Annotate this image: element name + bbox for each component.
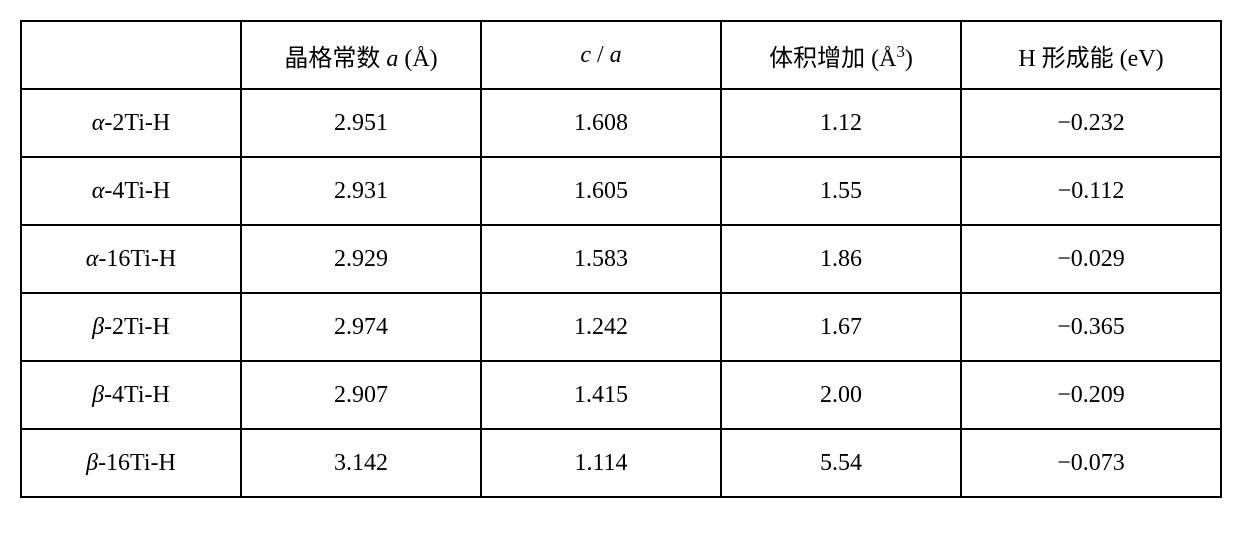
cell-dv: 5.54 xyxy=(721,429,961,497)
cell-dv: 2.00 xyxy=(721,361,961,429)
row-label-rest: -16Ti-H xyxy=(98,246,176,272)
header-empty xyxy=(21,21,241,89)
phase-symbol: β xyxy=(86,450,98,476)
cell-dv: 1.12 xyxy=(721,89,961,157)
table-row: β-4Ti-H 2.907 1.415 2.00 −0.209 xyxy=(21,361,1221,429)
cell-dv: 1.67 xyxy=(721,293,961,361)
cell-a: 2.974 xyxy=(241,293,481,361)
header-c-over-a: c / a xyxy=(481,21,721,89)
cell-dv: 1.86 xyxy=(721,225,961,293)
phase-symbol: α xyxy=(92,178,105,204)
row-label: β-2Ti-H xyxy=(21,293,241,361)
header-formation-energy: H 形成能 (eV) xyxy=(961,21,1221,89)
row-label: α-4Ti-H xyxy=(21,157,241,225)
lattice-table: 晶格常数 a (Å) c / a 体积增加 (Å3) H 形成能 (eV) α-… xyxy=(20,20,1222,498)
header-var-c: c xyxy=(580,42,591,68)
header-var-a: a xyxy=(386,46,398,72)
cell-ca: 1.114 xyxy=(481,429,721,497)
phase-symbol: β xyxy=(92,314,104,340)
cell-ef: −0.209 xyxy=(961,361,1221,429)
table-row: α-4Ti-H 2.931 1.605 1.55 −0.112 xyxy=(21,157,1221,225)
row-label-rest: -4Ti-H xyxy=(104,382,170,408)
header-var-a2: a xyxy=(610,42,622,68)
cell-dv: 1.55 xyxy=(721,157,961,225)
header-lattice-constant: 晶格常数 a (Å) xyxy=(241,21,481,89)
phase-symbol: α xyxy=(92,110,105,136)
table-row: β-2Ti-H 2.974 1.242 1.67 −0.365 xyxy=(21,293,1221,361)
header-sup: 3 xyxy=(896,42,904,61)
header-text: 晶格常数 xyxy=(284,46,386,72)
header-suffix: ) xyxy=(905,46,913,72)
row-label-rest: -16Ti-H xyxy=(98,450,176,476)
table-row: α-16Ti-H 2.929 1.583 1.86 −0.029 xyxy=(21,225,1221,293)
row-label: β-4Ti-H xyxy=(21,361,241,429)
cell-ca: 1.583 xyxy=(481,225,721,293)
table-row: α-2Ti-H 2.951 1.608 1.12 −0.232 xyxy=(21,89,1221,157)
phase-symbol: α xyxy=(86,246,99,272)
cell-ca: 1.605 xyxy=(481,157,721,225)
cell-ef: −0.365 xyxy=(961,293,1221,361)
cell-ca: 1.608 xyxy=(481,89,721,157)
table-body: α-2Ti-H 2.951 1.608 1.12 −0.232 α-4Ti-H … xyxy=(21,89,1221,497)
table-header-row: 晶格常数 a (Å) c / a 体积增加 (Å3) H 形成能 (eV) xyxy=(21,21,1221,89)
cell-ef: −0.029 xyxy=(961,225,1221,293)
row-label: α-16Ti-H xyxy=(21,225,241,293)
cell-ca: 1.242 xyxy=(481,293,721,361)
cell-a: 2.951 xyxy=(241,89,481,157)
cell-a: 2.907 xyxy=(241,361,481,429)
cell-ca: 1.415 xyxy=(481,361,721,429)
row-label-rest: -4Ti-H xyxy=(104,178,170,204)
row-label-rest: -2Ti-H xyxy=(104,314,170,340)
cell-a: 2.929 xyxy=(241,225,481,293)
cell-ef: −0.112 xyxy=(961,157,1221,225)
cell-ef: −0.073 xyxy=(961,429,1221,497)
row-label: β-16Ti-H xyxy=(21,429,241,497)
cell-a: 2.931 xyxy=(241,157,481,225)
cell-ef: −0.232 xyxy=(961,89,1221,157)
phase-symbol: β xyxy=(92,382,104,408)
header-volume-increase: 体积增加 (Å3) xyxy=(721,21,961,89)
header-unit: (Å) xyxy=(398,46,437,72)
cell-a: 3.142 xyxy=(241,429,481,497)
row-label: α-2Ti-H xyxy=(21,89,241,157)
table-row: β-16Ti-H 3.142 1.114 5.54 −0.073 xyxy=(21,429,1221,497)
row-label-rest: -2Ti-H xyxy=(104,110,170,136)
header-sep: / xyxy=(591,42,610,68)
header-text: 体积增加 (Å xyxy=(769,46,896,72)
